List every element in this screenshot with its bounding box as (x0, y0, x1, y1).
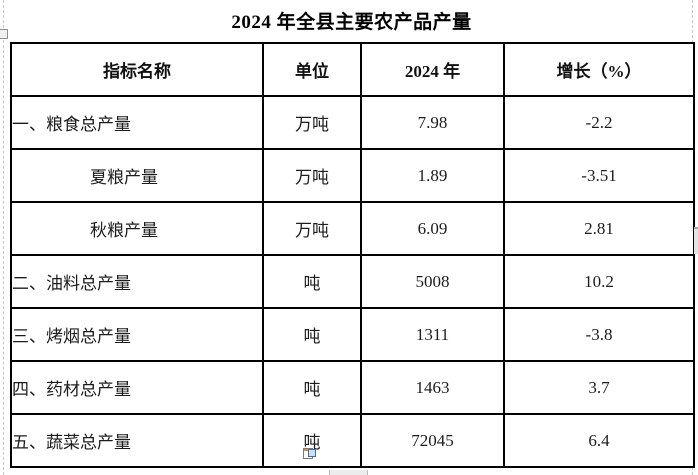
table-row: 五、蔬菜总产量 吨 72045 6.4 (10, 413, 695, 468)
row-growth[interactable]: 10.2 (503, 254, 695, 309)
vertical-scrollbar-fragment[interactable] (694, 227, 698, 254)
row-unit[interactable]: 万吨 (262, 201, 362, 256)
row-indicator[interactable]: 三、烤烟总产量 (10, 307, 264, 362)
row-value[interactable]: 7.98 (360, 95, 505, 150)
paste-options-icon[interactable] (303, 448, 316, 459)
row-growth[interactable]: -3.8 (503, 307, 695, 362)
row-unit[interactable]: 万吨 (262, 95, 362, 150)
header-unit: 单位 (262, 42, 362, 97)
row-unit[interactable]: 吨 (262, 413, 362, 468)
paste-icon-bar (304, 449, 310, 451)
row-unit[interactable]: 吨 (262, 360, 362, 415)
agricultural-output-table: 指标名称 单位 2024 年 增长（%） 一、粮食总产量 万吨 7.98 -2.… (10, 42, 695, 468)
paste-icon-clip (308, 449, 316, 457)
table-row: 夏粮产量 万吨 1.89 -3.51 (10, 148, 695, 203)
table-row: 秋粮产量 万吨 6.09 2.81 (10, 201, 695, 256)
page-text-boundary-left (3, 0, 4, 475)
row-growth[interactable]: -3.51 (503, 148, 695, 203)
table-row: 三、烤烟总产量 吨 1311 -3.8 (10, 307, 695, 362)
row-value[interactable]: 1463 (360, 360, 505, 415)
row-growth[interactable]: 3.7 (503, 360, 695, 415)
table-row: 一、粮食总产量 万吨 7.98 -2.2 (10, 95, 695, 150)
row-indicator[interactable]: 夏粮产量 (10, 148, 264, 203)
row-indicator[interactable]: 一、粮食总产量 (10, 95, 264, 150)
row-value[interactable]: 5008 (360, 254, 505, 309)
clipped-next-element-sliver (329, 470, 368, 475)
row-growth[interactable]: -2.2 (503, 95, 695, 150)
header-year: 2024 年 (360, 42, 505, 97)
row-value[interactable]: 6.09 (360, 201, 505, 256)
row-unit[interactable]: 吨 (262, 254, 362, 309)
row-indicator[interactable]: 五、蔬菜总产量 (10, 413, 264, 468)
header-growth: 增长（%） (503, 42, 695, 97)
row-value[interactable]: 1311 (360, 307, 505, 362)
table-title: 2024 年全县主要农产品产量 (231, 12, 472, 33)
row-value[interactable]: 72045 (360, 413, 505, 468)
row-indicator[interactable]: 四、药材总产量 (10, 360, 264, 415)
row-value[interactable]: 1.89 (360, 148, 505, 203)
row-indicator[interactable]: 二、油料总产量 (10, 254, 264, 309)
table-row: 四、药材总产量 吨 1463 3.7 (10, 360, 695, 415)
row-growth[interactable]: 2.81 (503, 201, 695, 256)
row-unit[interactable]: 万吨 (262, 148, 362, 203)
row-growth[interactable]: 6.4 (503, 413, 695, 468)
header-indicator: 指标名称 (10, 42, 264, 97)
row-indicator[interactable]: 秋粮产量 (10, 201, 264, 256)
table-move-handle[interactable] (0, 29, 8, 39)
row-unit[interactable]: 吨 (262, 307, 362, 362)
header-row: 指标名称 单位 2024 年 增长（%） (10, 42, 695, 97)
table-row: 二、油料总产量 吨 5008 10.2 (10, 254, 695, 309)
